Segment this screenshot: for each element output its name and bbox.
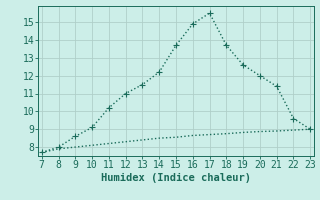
- X-axis label: Humidex (Indice chaleur): Humidex (Indice chaleur): [101, 173, 251, 183]
